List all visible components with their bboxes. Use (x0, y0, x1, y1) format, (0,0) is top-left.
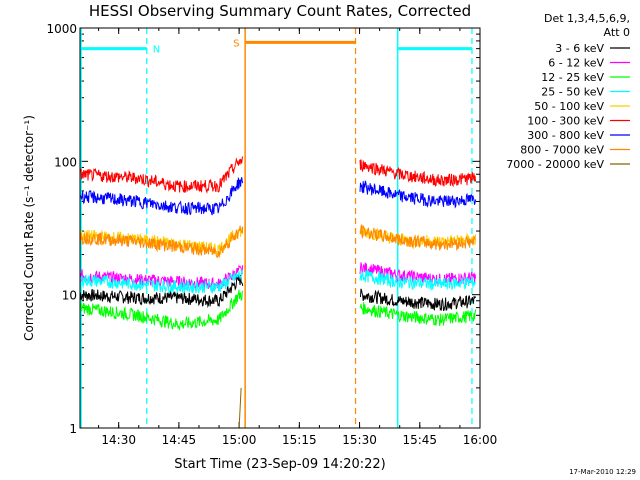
series-line-8 (238, 387, 242, 429)
y-axis-label: Corrected Count Rate (s⁻¹ detector⁻¹) (22, 115, 36, 341)
plot-frame (79, 27, 481, 429)
x-tick-label: 14:45 (162, 433, 197, 447)
x-tick-label: 14:30 (101, 433, 136, 447)
x-tick-label: 15:45 (402, 433, 437, 447)
legend-entry-label-0: 3 - 6 keV (555, 42, 604, 55)
bar-label-S: S (233, 38, 239, 49)
plot-layer: 14:30 14:45 15:00 15:15 15:30 15:45 16:00 1 10 10… (46, 22, 497, 447)
series-line-0 (79, 274, 477, 312)
legend-entry-label-2: 12 - 25 keV (541, 71, 604, 84)
legend-header-line-1: Det 1,3,4,5,6,9, (544, 12, 630, 25)
legend-header-line-2: Att 0 (604, 26, 630, 39)
legend-entry-label-7: 800 - 7000 keV (520, 144, 604, 157)
y-tick-label: 1 (69, 422, 77, 436)
legend-entry-label-4: 50 - 100 keV (534, 100, 604, 113)
x-tick-label: 16:00 (463, 433, 498, 447)
y-tick-label: 1000 (46, 22, 77, 36)
series-line-3 (79, 269, 477, 294)
series-line-7 (79, 223, 476, 259)
footer-date: 17-Mar-2010 12:29 (569, 468, 636, 476)
legend-entry-label-3: 25 - 50 keV (541, 86, 604, 99)
legend-entry-label-5: 100 - 300 keV (527, 115, 604, 128)
bar-label-N: N (153, 45, 160, 56)
x-tick-label: 15:00 (222, 433, 257, 447)
y-tick-label: 100 (54, 155, 77, 169)
legend-entry-label-1: 6 - 12 keV (548, 57, 604, 70)
legend-entry-label-8: 7000 - 20000 keV (506, 158, 604, 171)
x-axis-label: Start Time (23-Sep-09 14:20:22) (174, 457, 385, 472)
x-tick-label: 15:30 (342, 433, 377, 447)
x-tick-label: 15:15 (282, 433, 317, 447)
chart-title: HESSI Observing Summary Count Rates, Cor… (89, 2, 471, 20)
series-line-6 (79, 177, 477, 216)
series-line-5 (79, 156, 477, 194)
legend-entry-label-6: 300 - 800 keV (527, 129, 604, 142)
y-tick-label: 10 (62, 289, 77, 303)
series-line-2 (79, 289, 477, 331)
